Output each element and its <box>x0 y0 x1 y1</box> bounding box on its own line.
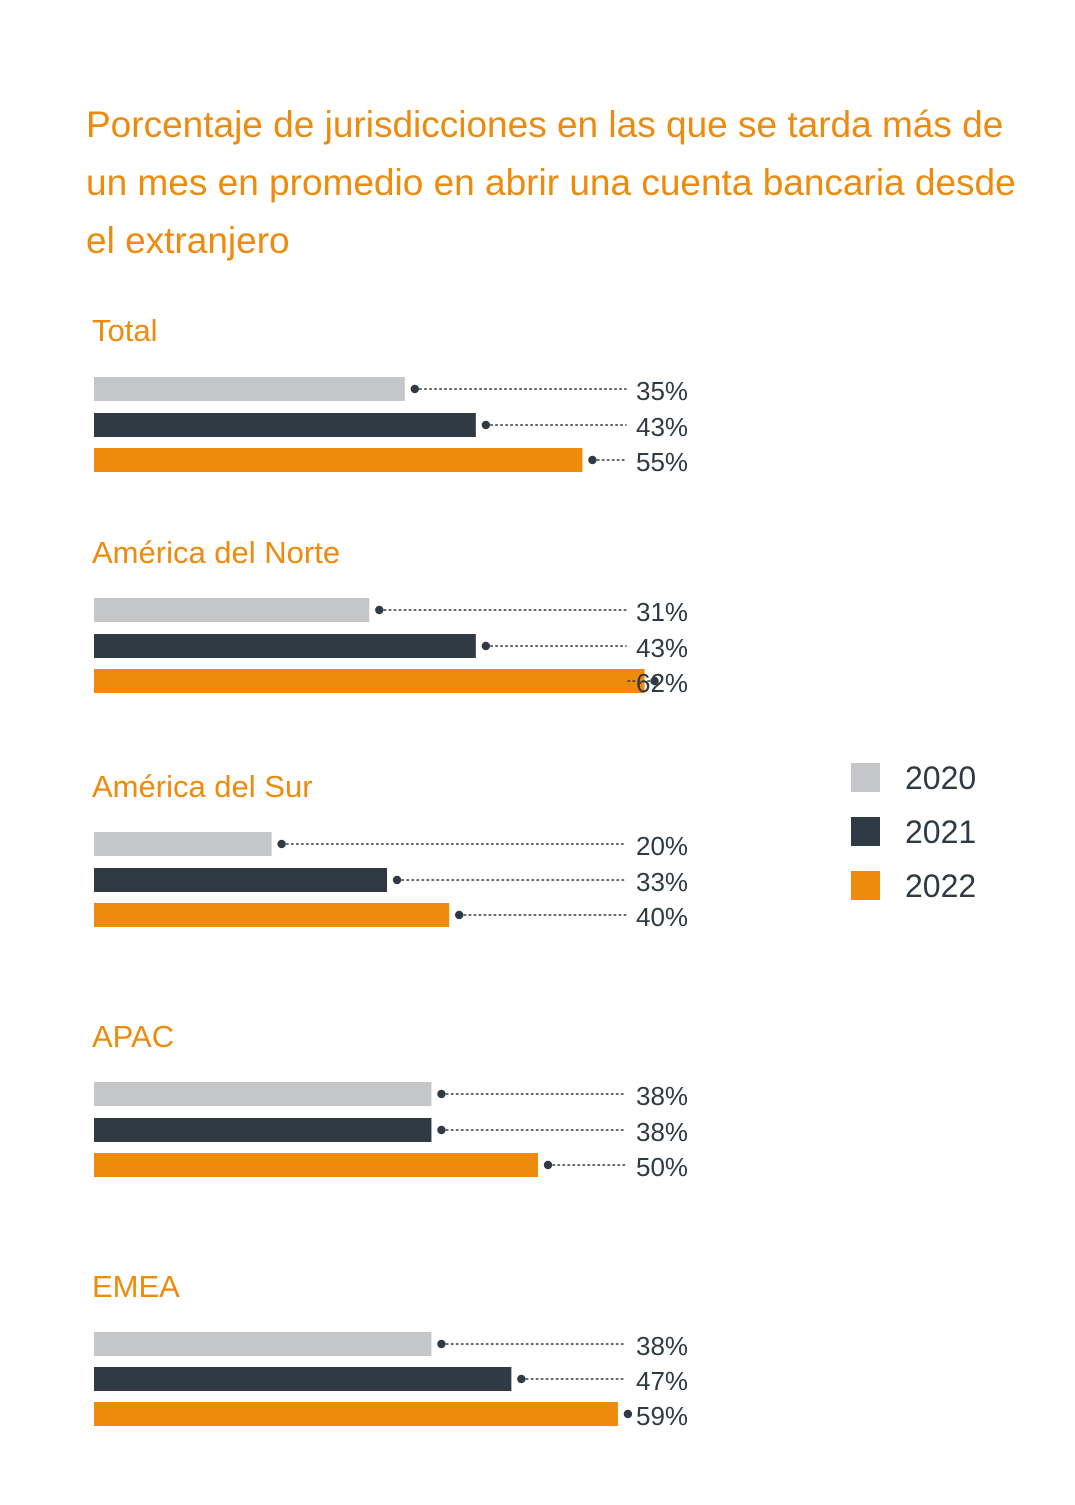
value-label-emea-2022: 59% <box>636 1401 688 1431</box>
bar-emea-2021 <box>94 1367 512 1391</box>
value-label-america-del-norte-2022: 62% <box>636 668 688 698</box>
value-label-emea-2021: 47% <box>636 1366 688 1396</box>
bar-total-2020 <box>94 377 405 401</box>
leader-dot-america-del-sur-2022 <box>455 910 464 920</box>
value-label-apac-2022: 50% <box>636 1152 688 1182</box>
leader-dot-america-del-norte-2021 <box>481 641 491 651</box>
leader-dot-apac-2022 <box>543 1160 553 1170</box>
leader-dot-total-2020 <box>410 384 419 394</box>
leader-dot-america-del-sur-2020 <box>277 839 286 849</box>
leader-dot-emea-2021 <box>517 1374 526 1384</box>
bar-america-del-sur-2021 <box>94 868 388 892</box>
bar-america-del-norte-2020 <box>94 598 370 622</box>
legend-swatch-2022 <box>851 871 880 900</box>
leader-dot-america-del-sur-2021 <box>392 875 402 885</box>
legend-swatch-2020 <box>851 763 880 792</box>
bar-total-2021 <box>94 413 476 437</box>
value-label-america-del-norte-2020: 31% <box>636 597 688 627</box>
chart-title: Porcentaje de jurisdicciones en las que … <box>86 104 1016 261</box>
bar-apac-2020 <box>94 1082 432 1106</box>
bar-emea-2022 <box>94 1402 618 1426</box>
leader-dot-total-2021 <box>481 420 491 430</box>
bar-america-del-sur-2020 <box>94 832 272 856</box>
leader-dot-america-del-norte-2020 <box>375 605 384 615</box>
leader-dot-total-2022 <box>588 455 597 465</box>
value-label-america-del-sur-2022: 40% <box>636 902 688 932</box>
group-label-america-del-norte: América del Norte <box>92 535 340 570</box>
value-label-total-2021: 43% <box>636 412 688 442</box>
legend-label-2022: 2022 <box>905 868 976 904</box>
leader-dot-apac-2020 <box>437 1089 446 1099</box>
leader-dot-emea-2020 <box>437 1339 446 1349</box>
bar-apac-2021 <box>94 1118 432 1142</box>
group-label-apac: APAC <box>92 1019 174 1054</box>
value-label-total-2022: 55% <box>636 447 688 477</box>
value-label-apac-2020: 38% <box>636 1081 688 1111</box>
group-label-emea: EMEA <box>92 1269 180 1304</box>
bar-emea-2020 <box>94 1332 432 1356</box>
group-label-total: Total <box>92 313 157 348</box>
legend-swatch-2021 <box>851 817 880 846</box>
bar-total-2022 <box>94 448 583 472</box>
value-label-america-del-norte-2021: 43% <box>636 633 688 663</box>
leader-dot-america-del-norte-2022 <box>650 676 659 686</box>
leader-dot-emea-2022 <box>623 1409 633 1419</box>
value-label-apac-2021: 38% <box>636 1117 688 1147</box>
bar-america-del-norte-2021 <box>94 634 476 658</box>
leader-dot-apac-2021 <box>437 1125 446 1135</box>
value-label-emea-2020: 38% <box>636 1331 688 1361</box>
legend-label-2021: 2021 <box>905 814 976 850</box>
value-label-america-del-sur-2021: 33% <box>636 867 688 897</box>
bar-america-del-sur-2022 <box>94 903 450 927</box>
legend-label-2020: 2020 <box>905 760 976 796</box>
group-label-america-del-sur: América del Sur <box>92 769 313 804</box>
bar-apac-2022 <box>94 1153 538 1177</box>
bar-america-del-norte-2022 <box>94 669 645 693</box>
value-label-total-2020: 35% <box>636 376 688 406</box>
value-label-america-del-sur-2020: 20% <box>636 831 688 861</box>
